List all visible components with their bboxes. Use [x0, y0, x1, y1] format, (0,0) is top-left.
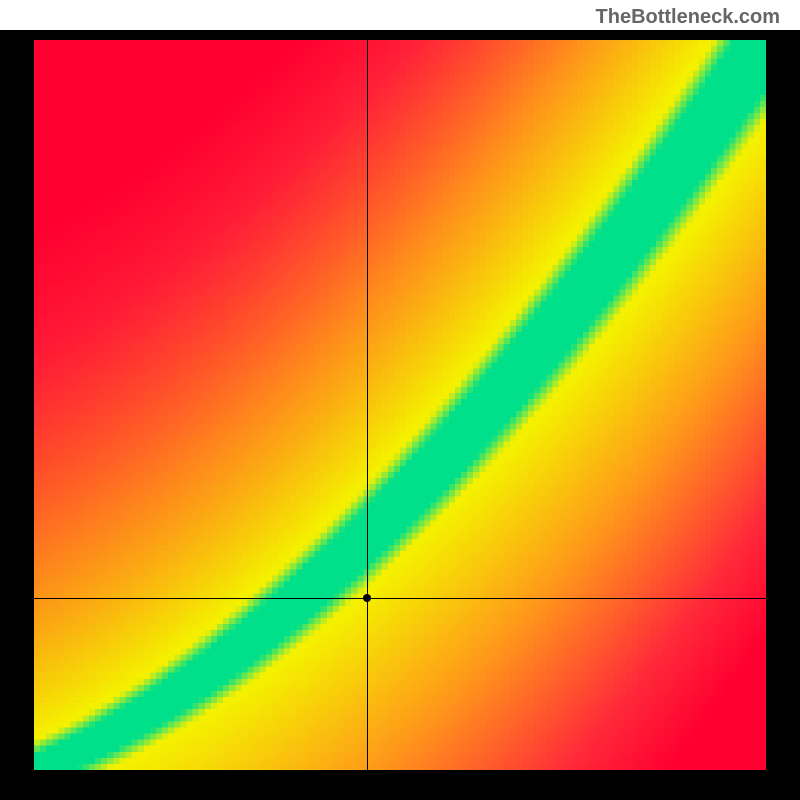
chart-container: TheBottleneck.com [0, 0, 800, 800]
crosshair-horizontal [34, 598, 766, 599]
data-marker [363, 594, 371, 602]
crosshair-vertical [367, 40, 368, 770]
plot-area [34, 40, 766, 770]
attribution-label: TheBottleneck.com [596, 6, 780, 29]
heatmap-canvas [34, 40, 766, 770]
chart-wrap [0, 30, 800, 800]
